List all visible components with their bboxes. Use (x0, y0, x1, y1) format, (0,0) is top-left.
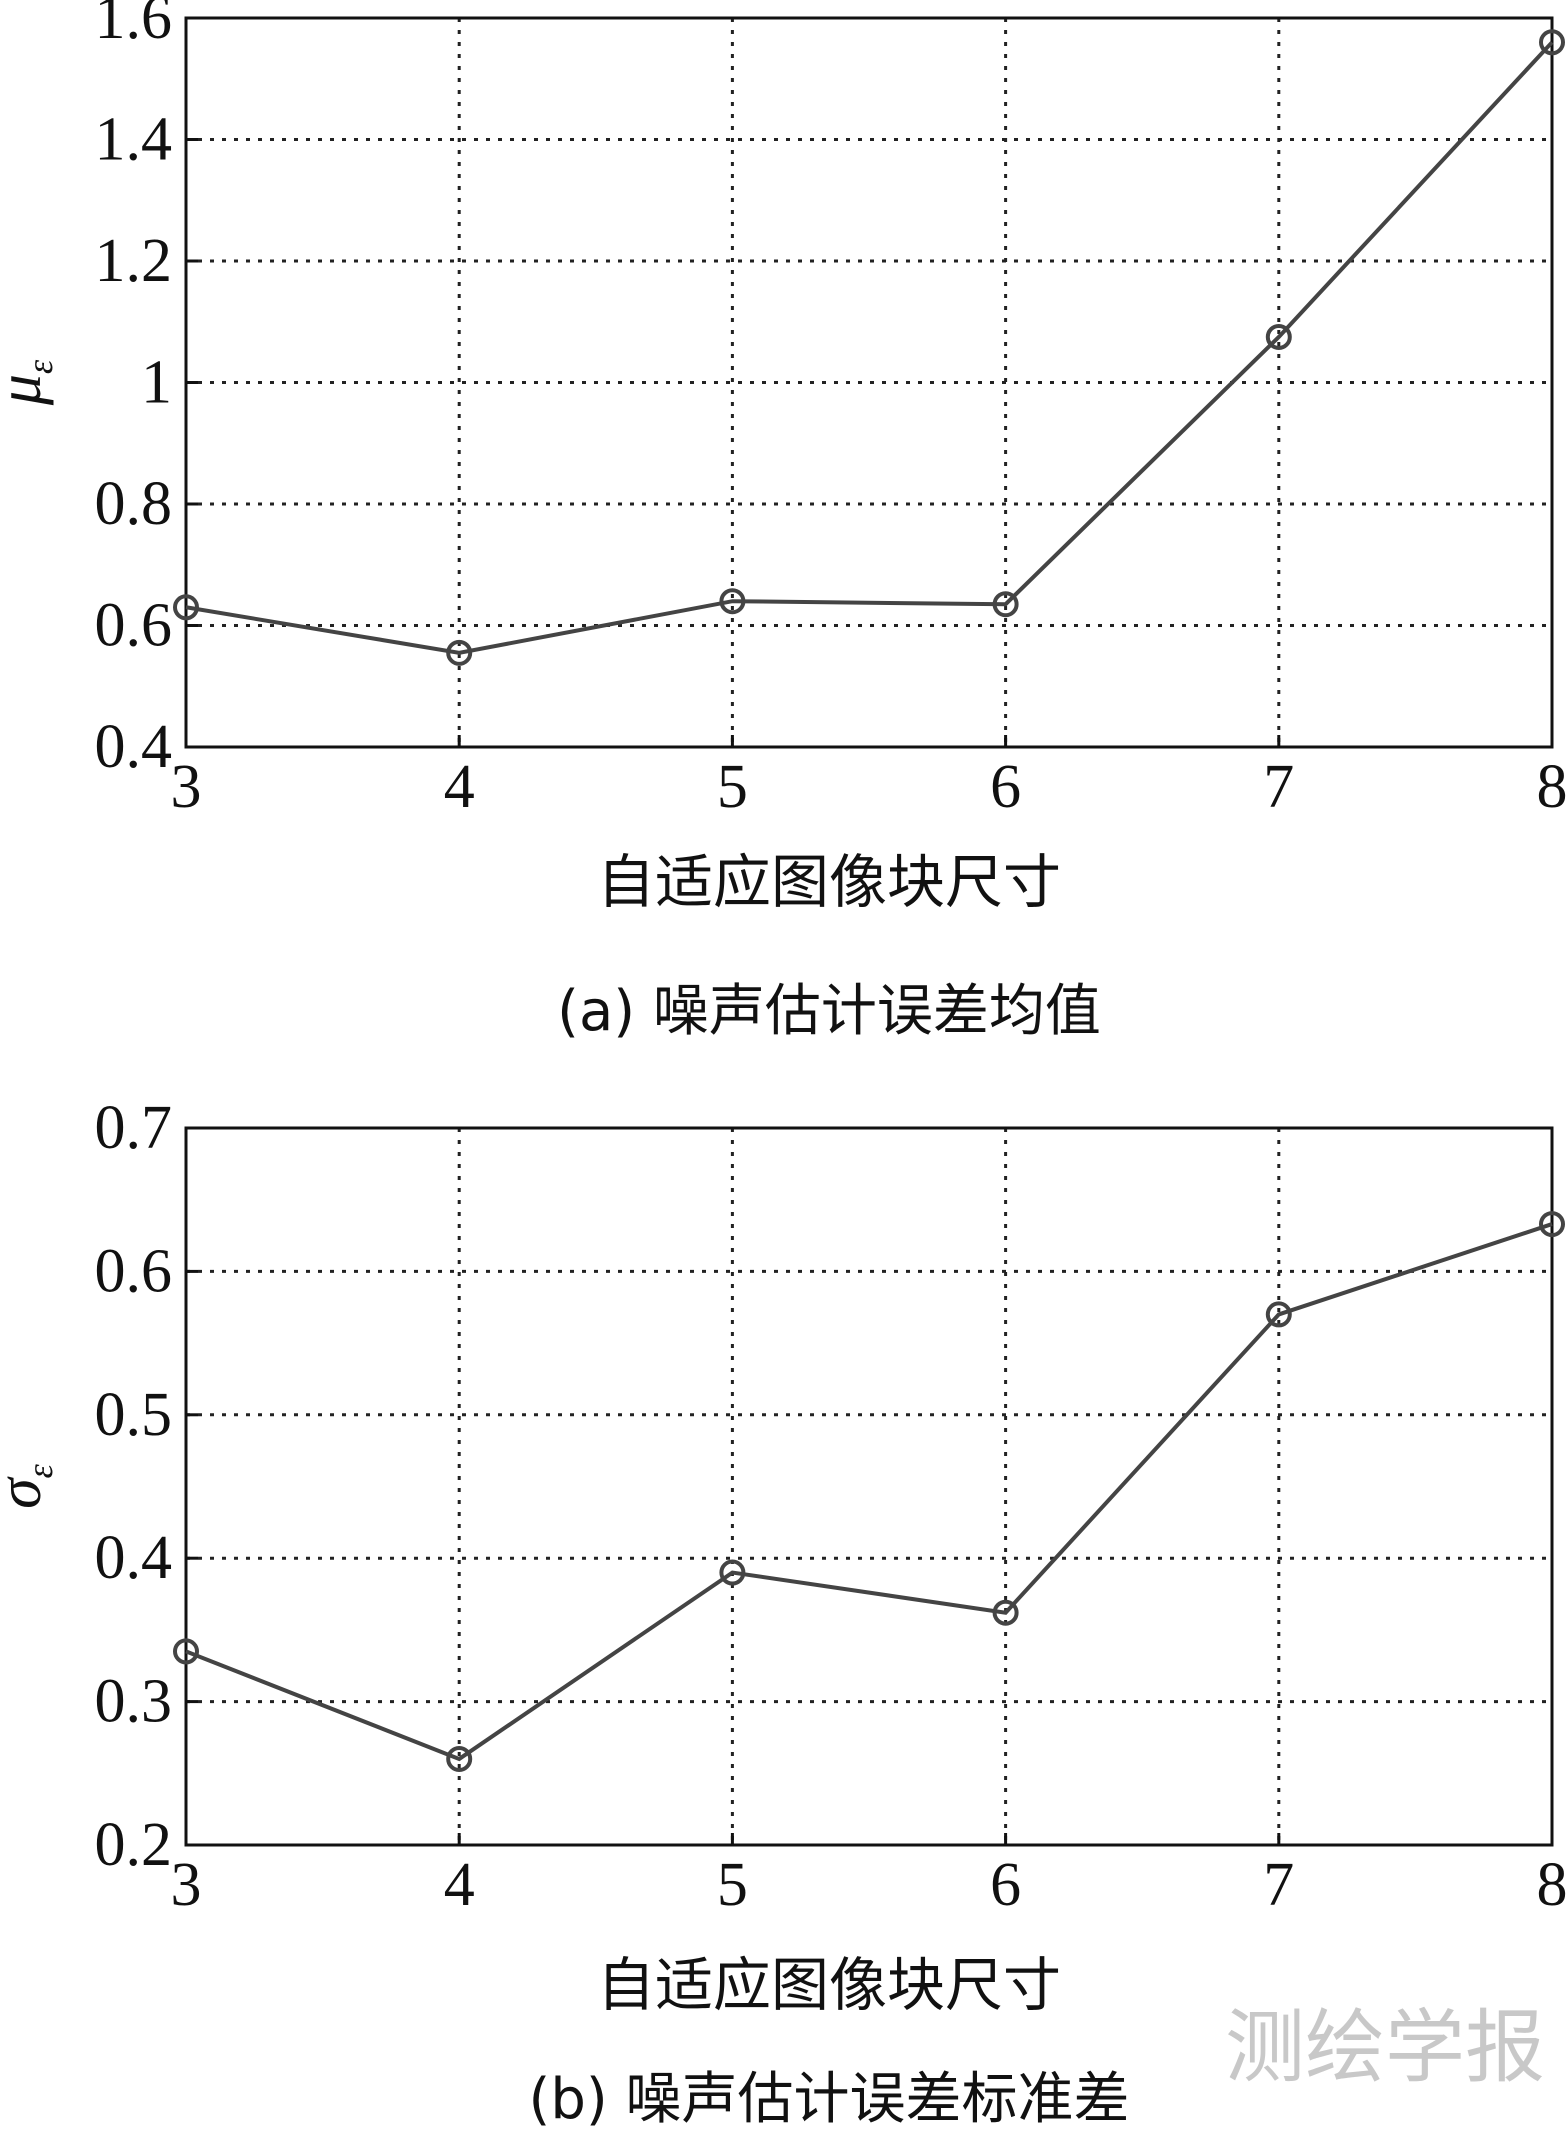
x-tick-label: 5 (717, 753, 748, 821)
plot-frame (184, 1126, 1554, 1847)
y-tick-label: 0.7 (95, 1094, 173, 1162)
data-point-marker (719, 1559, 746, 1586)
y-tick-label: 1.4 (95, 106, 173, 174)
y-tick-label: 1.6 (95, 0, 173, 52)
y-axis-label: σε (0, 1463, 60, 1509)
y-tick-label: 0.8 (95, 470, 173, 538)
chart-caption: (a) 噪声估计误差均值 (557, 979, 1101, 1044)
y-tick-label: 0.6 (95, 592, 173, 660)
data-point-marker (173, 594, 199, 621)
y-tick-label: 0.2 (95, 1811, 173, 1879)
series-line (185, 1222, 1553, 1762)
x-tick-label: 3 (171, 1851, 202, 1919)
series-line (185, 40, 1554, 655)
x-axis-label: 自适应图像块尺寸 (597, 848, 1061, 916)
watermark-text: 测绘学报 (1225, 2001, 1545, 2094)
chart-caption: (b) 噪声估计误差标准差 (528, 2067, 1129, 2132)
chart-a: 3 4 5 6 7 8 0.4 0.6 0.8 1 1.2 1.4 1.6 με 自适应图像块尺寸 (a) 噪… (0, 0, 1566, 1044)
data-point-marker (719, 588, 746, 615)
data-point-marker (992, 591, 1019, 618)
y-tick-label: 0.3 (95, 1668, 173, 1736)
data-point-marker (1539, 29, 1565, 56)
y-tick-label: 1 (141, 349, 172, 417)
y-tick-label: 0.6 (95, 1237, 173, 1305)
x-axis-label: 自适应图像块尺寸 (597, 1951, 1061, 2019)
data-point-marker (992, 1599, 1019, 1626)
x-tick-label: 7 (1263, 1851, 1294, 1919)
data-point-marker (173, 1638, 199, 1665)
x-tick-label: 4 (444, 1851, 475, 1919)
x-tick-label: 7 (1263, 753, 1294, 821)
x-tick-label: 8 (1537, 753, 1566, 821)
data-point-marker (446, 639, 473, 666)
x-tick-label: 4 (444, 753, 475, 821)
y-axis-label: με (0, 359, 60, 406)
x-tick-label: 3 (171, 753, 202, 821)
y-tick-label: 1.2 (95, 227, 173, 295)
x-tick-label: 8 (1537, 1851, 1566, 1919)
x-tick-label: 5 (717, 1851, 748, 1919)
data-point-marker (446, 1745, 473, 1772)
y-tick-label: 0.4 (95, 713, 173, 781)
x-tick-label: 6 (990, 753, 1021, 821)
data-point-marker (1265, 1301, 1292, 1328)
data-point-marker (1265, 323, 1292, 350)
data-point-marker (1539, 1211, 1565, 1238)
x-tick-label: 6 (990, 1851, 1021, 1919)
chart-b: 3 4 5 6 7 8 0.2 0.3 0.4 0.5 0.6 0.7 σε 自适应图像块尺寸 (b) 噪声… (0, 1094, 1566, 2132)
y-tick-label: 0.5 (95, 1381, 173, 1449)
y-tick-label: 0.4 (95, 1524, 173, 1592)
